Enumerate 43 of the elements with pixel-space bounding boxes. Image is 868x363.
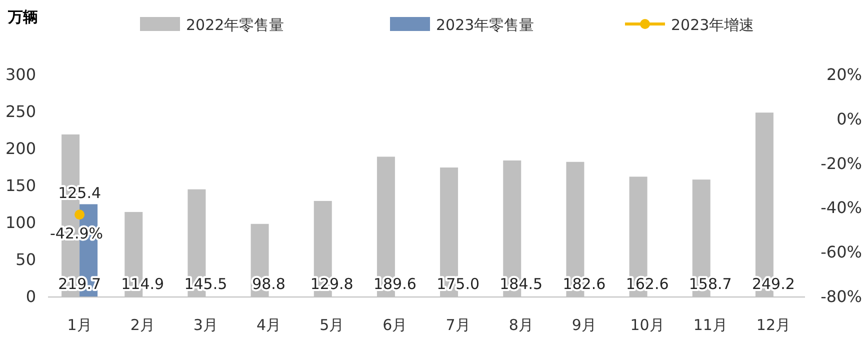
data-label: 184.5	[500, 275, 543, 293]
x-tick-label: 4月	[256, 316, 282, 334]
data-label: 219.7	[58, 275, 102, 293]
x-tick-label: 7月	[446, 316, 470, 334]
data-label: 249.2	[752, 275, 795, 293]
x-tick-label: 3月	[193, 316, 218, 334]
y-axis-title: 万辆	[7, 8, 38, 26]
y-tick-label: 50	[16, 250, 36, 269]
x-tick-label: 10月	[630, 316, 664, 334]
y-tick-label: 250	[5, 102, 36, 121]
x-tick-label: 9月	[572, 316, 596, 334]
x-tick-label: 1月	[67, 316, 92, 334]
data-label: 114.9	[121, 275, 164, 293]
y2-tick-label: 20%	[826, 65, 862, 84]
data-label: 98.8	[252, 275, 286, 293]
y2-tick-label: -20%	[820, 154, 862, 173]
y-tick-label: 100	[5, 213, 36, 232]
y2-tick-label: -40%	[820, 198, 862, 218]
y-tick-label: 0	[26, 287, 36, 306]
data-label: 175.0	[436, 275, 480, 293]
x-tick-label: 8月	[508, 316, 534, 334]
y2-tick-label: -60%	[820, 242, 862, 262]
x-tick-label: 12月	[756, 316, 791, 334]
data-label: 162.6	[626, 275, 669, 293]
x-tick-label: 2月	[130, 316, 155, 334]
data-label: 158.7	[688, 275, 732, 293]
y-tick-label: 200	[5, 139, 36, 158]
x-tick-label: 5月	[320, 316, 344, 334]
y-tick-label: 150	[5, 176, 36, 195]
y2-tick-label: -80%	[820, 287, 862, 306]
data-label: -42.9%	[50, 224, 104, 243]
data-label: 145.5	[184, 275, 228, 293]
legend-label: 2023年增速	[671, 16, 754, 34]
legend-label: 2023年零售量	[436, 16, 534, 34]
data-label: 189.6	[373, 275, 416, 293]
legend-label: 2022年零售量	[186, 16, 284, 34]
y2-tick-label: 0%	[836, 109, 862, 128]
data-label: 182.6	[562, 275, 606, 293]
data-label: 129.8	[310, 275, 354, 293]
x-tick-label: 11月	[693, 316, 728, 334]
data-label: 125.4	[58, 184, 102, 202]
y-tick-label: 300	[5, 65, 36, 84]
x-tick-label: 6月	[382, 316, 408, 334]
